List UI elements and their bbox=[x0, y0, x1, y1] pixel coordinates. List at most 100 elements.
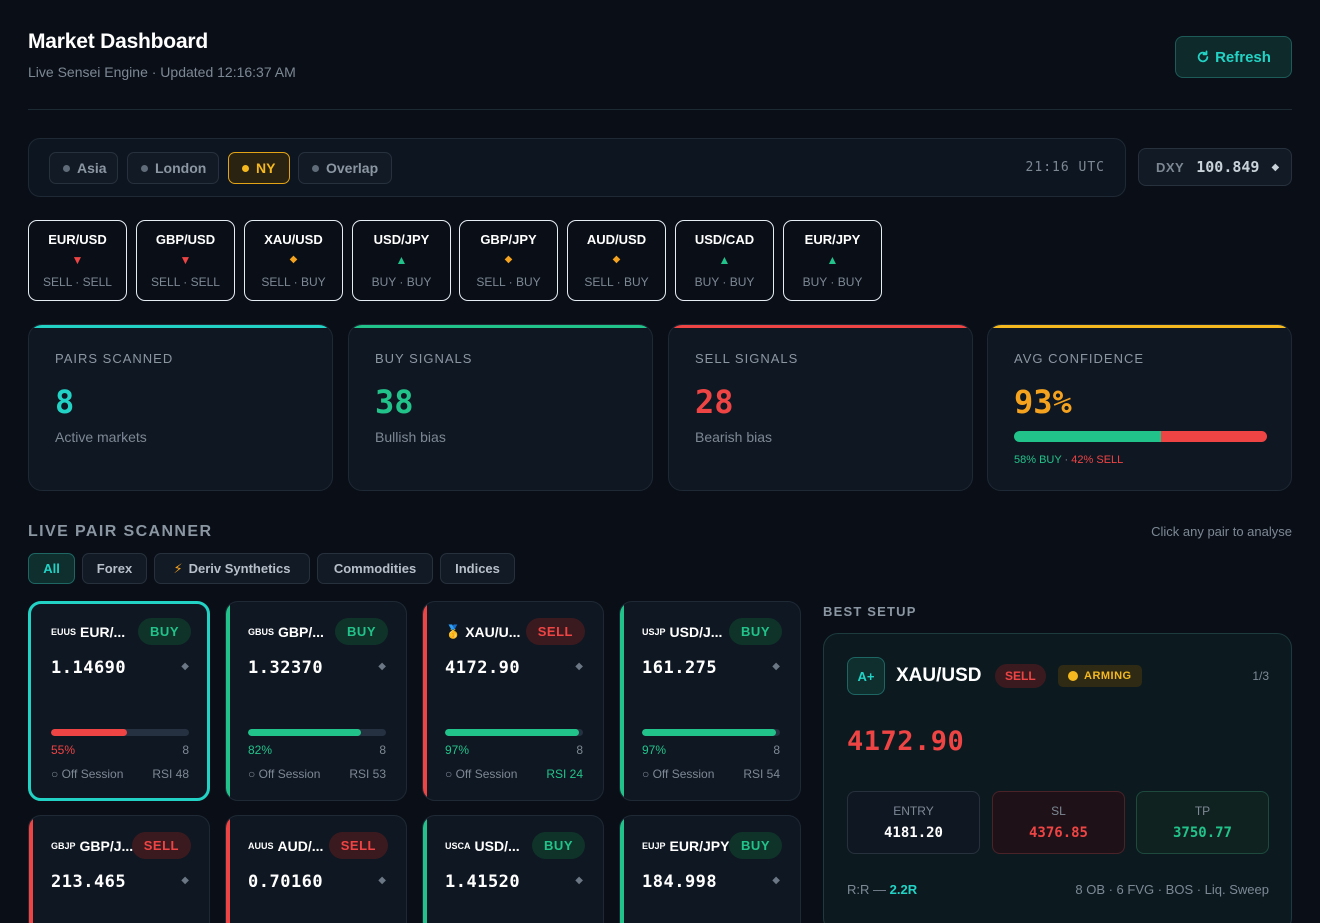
mini-pair-signal: SELL · SELL bbox=[151, 275, 220, 289]
filter-label: Forex bbox=[96, 561, 133, 576]
mini-pair-card[interactable]: USD/JPY ▲ BUY · BUY bbox=[352, 220, 451, 301]
arrow-down-icon: ▼ bbox=[179, 253, 192, 267]
stat-accent-bar bbox=[988, 325, 1291, 328]
filter-commodities[interactable]: Commodities bbox=[317, 553, 433, 584]
session-tab-overlap[interactable]: Overlap bbox=[298, 152, 392, 184]
pair-flag: AUUS bbox=[248, 841, 274, 851]
filter-indices[interactable]: Indices bbox=[440, 553, 515, 584]
stat-label: PAIRS SCANNED bbox=[55, 351, 174, 366]
filter-label: Indices bbox=[455, 561, 500, 576]
mini-pair-name: GBP/JPY bbox=[480, 232, 537, 247]
diamond-icon: ◆ bbox=[772, 661, 780, 672]
pair-price: 184.998 bbox=[642, 872, 718, 892]
diamond-icon: ◆ bbox=[612, 254, 621, 265]
stat-label: SELL SIGNALS bbox=[695, 351, 799, 366]
card-header: USCA USD/... bbox=[445, 838, 520, 854]
confidence-split-bar bbox=[1014, 431, 1267, 442]
pair-flag: GBJP bbox=[51, 841, 76, 851]
pair-card[interactable]: GBJP GBP/J... SELL 213.465 ◆ bbox=[28, 815, 210, 923]
card-header: 🥇 XAU/U... bbox=[445, 624, 520, 640]
pair-card[interactable]: USCA USD/... BUY 1.41520 ◆ bbox=[422, 815, 604, 923]
confidence-fill bbox=[642, 729, 776, 736]
card-accent-bar bbox=[620, 602, 624, 800]
pair-card[interactable]: 🥇 XAU/U... SELL 4172.90 ◆ 97% 8 ○ Off Session RS… bbox=[422, 601, 604, 801]
mini-pair-card[interactable]: GBP/JPY ◆ SELL · BUY bbox=[459, 220, 558, 301]
pair-card[interactable]: USJP USD/J... BUY 161.275 ◆ 97% 8 ○ Off Session… bbox=[619, 601, 801, 801]
refresh-icon bbox=[1197, 50, 1209, 63]
confluence-count: 8 bbox=[379, 743, 386, 757]
session-tab-london[interactable]: London bbox=[127, 152, 219, 184]
pair-card[interactable]: AUUS AUD/... SELL 0.70160 ◆ bbox=[225, 815, 407, 923]
rr-value: 2.2R bbox=[889, 882, 918, 897]
dxy-widget[interactable]: DXY 100.849 ◆ bbox=[1138, 148, 1292, 186]
page-title: Market Dashboard bbox=[28, 30, 209, 53]
mini-pair-signal: BUY · BUY bbox=[802, 275, 863, 289]
card-header: GBJP GBP/J... bbox=[51, 838, 133, 854]
filter-label: All bbox=[43, 561, 60, 576]
refresh-button[interactable]: Refresh bbox=[1175, 36, 1292, 78]
confidence-sell-fill bbox=[1160, 431, 1267, 442]
pair-card[interactable]: EUJP EUR/JPY BUY 184.998 ◆ bbox=[619, 815, 801, 923]
session-tab-label: London bbox=[155, 160, 207, 176]
mini-pair-card[interactable]: USD/CAD ▲ BUY · BUY bbox=[675, 220, 774, 301]
filter-all[interactable]: All bbox=[28, 553, 75, 584]
confluence-count: 8 bbox=[773, 743, 780, 757]
dxy-value: 100.849 bbox=[1196, 158, 1260, 176]
session-tab-label: Asia bbox=[77, 160, 107, 176]
card-accent-bar bbox=[423, 602, 427, 800]
pair-price: 0.70160 bbox=[248, 872, 324, 892]
signal-badge: SELL bbox=[131, 832, 191, 859]
pair-name: USD/... bbox=[474, 838, 520, 854]
setup-pager[interactable]: 1/3 bbox=[1252, 669, 1269, 683]
pair-price: 161.275 bbox=[642, 658, 718, 678]
page-subtitle: Live Sensei Engine · Updated 12:16:37 AM bbox=[28, 64, 296, 80]
pair-name: EUR/JPY bbox=[669, 838, 730, 854]
pair-name: AUD/... bbox=[277, 838, 324, 854]
diamond-icon: ◆ bbox=[772, 875, 780, 886]
stat-card-sell-signals: SELL SIGNALS 28 Bearish bias bbox=[668, 324, 973, 491]
entry-label: ENTRY bbox=[893, 804, 934, 818]
mini-pair-card[interactable]: AUD/USD ◆ SELL · BUY bbox=[567, 220, 666, 301]
stat-accent-bar bbox=[349, 325, 652, 328]
mini-pair-name: EUR/USD bbox=[48, 232, 107, 247]
best-setup-pair: XAU/USD bbox=[896, 665, 982, 686]
stat-accent-bar bbox=[669, 325, 972, 328]
mini-pair-card[interactable]: XAU/USD ◆ SELL · BUY bbox=[244, 220, 343, 301]
signal-badge: BUY bbox=[532, 832, 585, 859]
diamond-icon: ◆ bbox=[1271, 161, 1280, 173]
mini-pair-card[interactable]: GBP/USD ▼ SELL · SELL bbox=[136, 220, 235, 301]
card-header: EUJP EUR/JPY bbox=[642, 838, 729, 854]
mini-pair-name: EUR/JPY bbox=[804, 232, 861, 247]
setup-tags: 8 OB · 6 FVG · BOS · Liq. Sweep bbox=[1075, 882, 1269, 897]
filter-label: Deriv Synthetics bbox=[188, 561, 291, 576]
confidence-percent: 97% bbox=[642, 743, 667, 757]
signal-badge: BUY bbox=[335, 618, 388, 645]
take-profit-box: TP 3750.77 bbox=[1136, 791, 1269, 854]
stat-value: 28 bbox=[695, 383, 734, 421]
filter-deriv-synthetics[interactable]: ⚡ Deriv Synthetics bbox=[154, 553, 310, 584]
arrow-up-icon: ▲ bbox=[718, 253, 731, 267]
filter-forex[interactable]: Forex bbox=[82, 553, 147, 584]
pair-name: GBP/J... bbox=[79, 838, 134, 854]
session-tab-asia[interactable]: Asia bbox=[49, 152, 118, 184]
mini-pair-signal: SELL · SELL bbox=[43, 275, 112, 289]
session-dot-icon bbox=[312, 164, 319, 172]
pair-flag: GBUS bbox=[248, 627, 275, 637]
stat-accent-bar bbox=[29, 325, 332, 328]
session-tab-label: NY bbox=[256, 160, 276, 176]
dxy-label: DXY bbox=[1156, 159, 1185, 175]
session-tab-ny[interactable]: NY bbox=[228, 152, 290, 184]
confidence-fill bbox=[51, 729, 127, 736]
mini-pair-card[interactable]: EUR/JPY ▲ BUY · BUY bbox=[783, 220, 882, 301]
stop-loss-box: SL 4376.85 bbox=[992, 791, 1125, 854]
pair-card[interactable]: EUUS EUR/... BUY 1.14690 ◆ 55% 8 ○ Off Session R… bbox=[28, 601, 210, 801]
mini-pair-card[interactable]: EUR/USD ▼ SELL · SELL bbox=[28, 220, 127, 301]
stat-sub: Active markets bbox=[55, 429, 147, 445]
pair-card[interactable]: GBUS GBP/... BUY 1.32370 ◆ 82% 8 ○ Off Session R… bbox=[225, 601, 407, 801]
refresh-label: Refresh bbox=[1215, 48, 1271, 66]
sl-value: 4376.85 bbox=[1028, 825, 1088, 841]
best-setup-price: 4172.90 bbox=[847, 726, 965, 757]
stat-value: 93% bbox=[1014, 383, 1072, 421]
tp-value: 3750.77 bbox=[1172, 825, 1232, 841]
best-setup-panel[interactable]: A+ XAU/USD SELL ARMING 1/3 4172.90 ENTRY… bbox=[823, 633, 1292, 923]
